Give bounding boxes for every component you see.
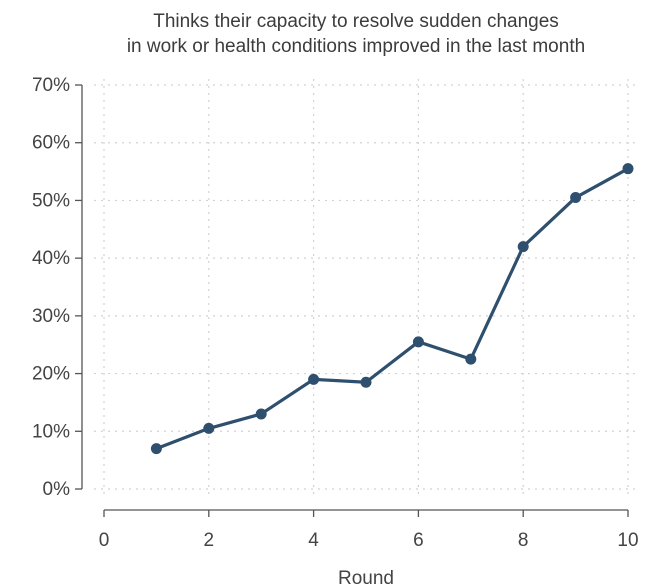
x-axis-label: Round: [338, 568, 394, 588]
tick-labels: 0% 10% 20% 30% 40% 50% 60% 70% 0 2 4 6 8 10: [32, 75, 639, 551]
y-tick-label-5: 50%: [32, 190, 70, 211]
y-tick-label-3: 30%: [32, 306, 70, 327]
data-point-0-9: [622, 163, 634, 175]
data-point-0-4: [360, 376, 372, 388]
y-tick-label-7: 70%: [32, 75, 70, 96]
y-tick-label-2: 20%: [32, 364, 70, 385]
data-point-0-0: [150, 443, 162, 455]
series-layer: [150, 163, 634, 455]
axes: [75, 84, 629, 517]
data-point-0-3: [308, 373, 320, 385]
data-point-0-7: [517, 241, 529, 253]
y-tick-label-6: 60%: [32, 133, 70, 154]
gridlines: [94, 79, 636, 495]
data-point-0-1: [203, 422, 215, 434]
series-line-0: [154, 167, 630, 451]
data-point-0-6: [465, 353, 477, 365]
x-tick-label-3: 6: [413, 530, 424, 551]
x-tick-label-1: 2: [204, 530, 215, 551]
data-point-0-2: [255, 408, 267, 420]
x-tick-label-2: 4: [308, 530, 319, 551]
y-tick-label-0: 0%: [43, 479, 71, 500]
chart-title-line-1: Thinks their capacity to resolve sudden …: [153, 11, 559, 32]
chart-title-line-2: in work or health conditions improved in…: [127, 36, 585, 57]
x-tick-label-5: 10: [617, 530, 638, 551]
data-point-0-5: [412, 336, 424, 348]
x-tick-label-4: 8: [518, 530, 529, 551]
data-point-0-8: [570, 192, 582, 204]
y-tick-label-1: 10%: [32, 421, 70, 442]
x-tick-label-0: 0: [99, 530, 110, 551]
y-tick-label-4: 40%: [32, 248, 70, 269]
